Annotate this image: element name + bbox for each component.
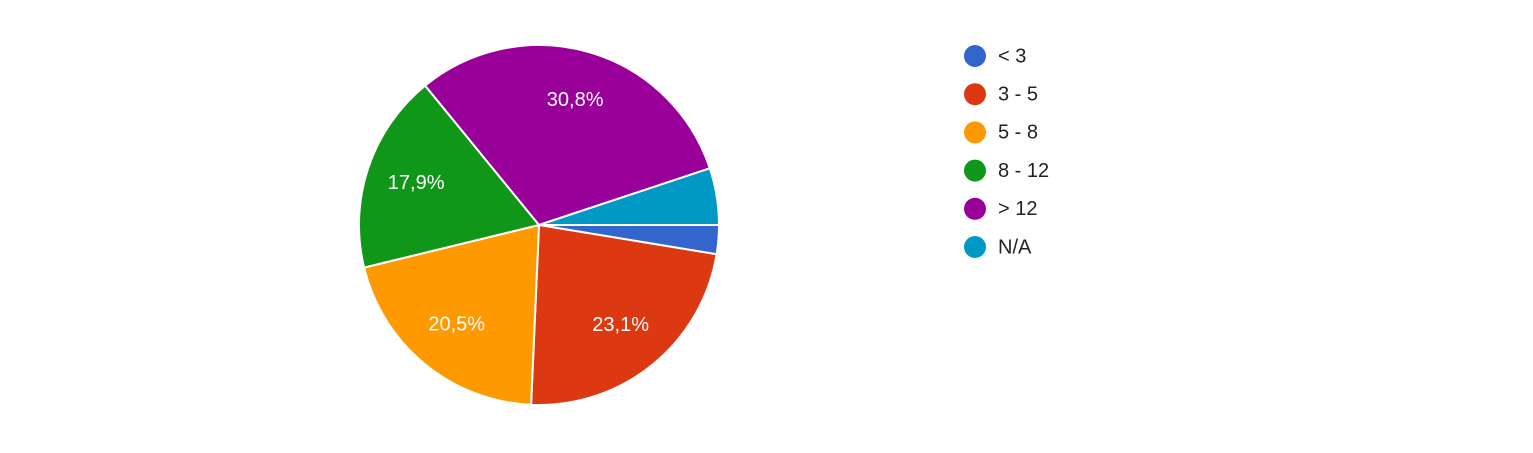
- legend-marker: [964, 83, 986, 106]
- legend-marker: [964, 197, 986, 220]
- legend-label: > 12: [998, 198, 1037, 220]
- slice-label: 30,8%: [547, 89, 604, 111]
- legend-marker: [964, 236, 986, 258]
- slice-label: 20,5%: [428, 313, 485, 335]
- legend-marker: [964, 45, 986, 67]
- legend-marker: [964, 159, 986, 182]
- legend-label: 3 - 5: [998, 83, 1038, 105]
- slice-label: 23,1%: [592, 314, 649, 336]
- pie-slice: [530, 223, 718, 406]
- legend-label: N/A: [998, 236, 1032, 258]
- pie-slice: [423, 44, 712, 227]
- pie-slice: [538, 167, 721, 226]
- pie-slice: [358, 84, 541, 269]
- slice-label: 17,9%: [388, 172, 445, 194]
- legend-marker: [964, 121, 986, 144]
- legend-label: 8 - 12: [998, 160, 1049, 182]
- pie-slice: [362, 223, 541, 406]
- legend-label: < 3: [998, 45, 1026, 67]
- legend-label: 5 - 8: [998, 122, 1038, 144]
